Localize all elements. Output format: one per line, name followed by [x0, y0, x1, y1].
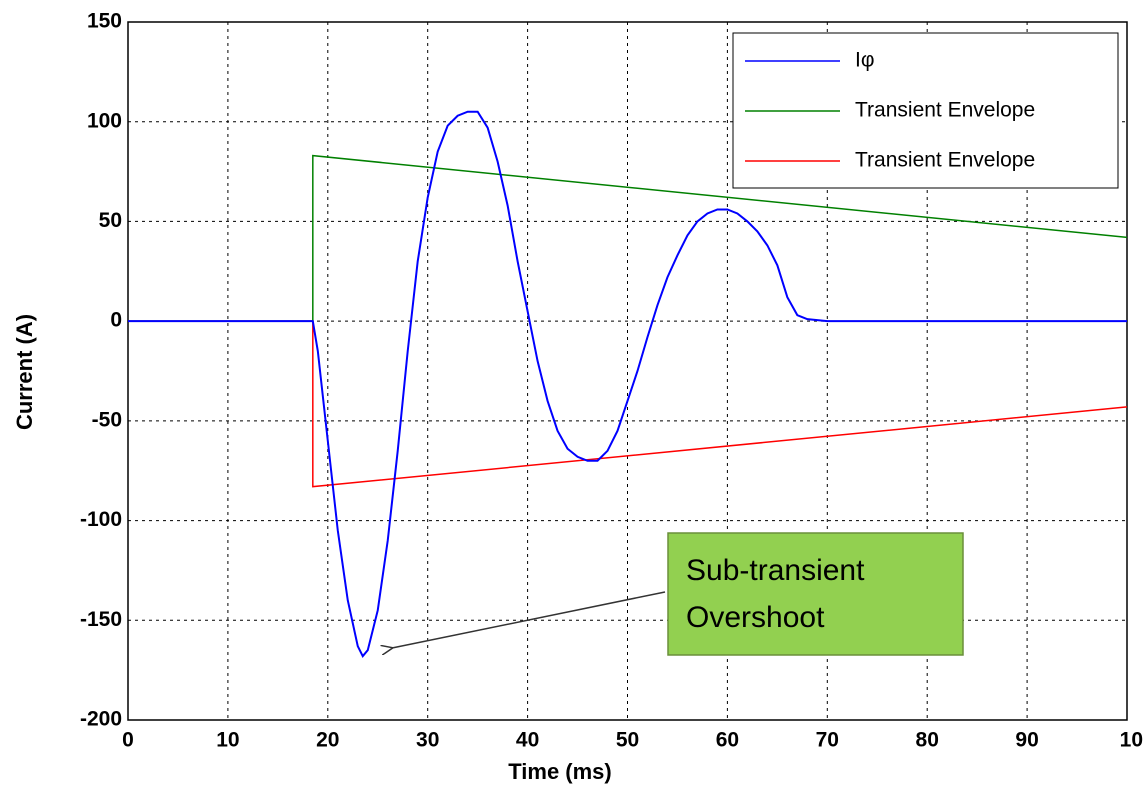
- legend-label: Transient Envelope: [855, 149, 1035, 172]
- x-axis-label: Time (ms): [508, 759, 612, 784]
- annotation-text: Overshoot: [686, 601, 825, 634]
- x-tick-label: 90: [1015, 729, 1038, 752]
- y-axis-label: Current (A): [12, 314, 37, 430]
- legend-label: Iφ: [855, 49, 874, 72]
- y-tick-label: -200: [80, 708, 122, 731]
- y-tick-label: 50: [99, 209, 122, 232]
- plot-area: -200 -150 -100 -50 0 50 100 150 0 10 20 30 40 50 60 70 8…: [80, 10, 1143, 752]
- y-tick-label: 0: [110, 309, 122, 332]
- x-tick-label: 40: [516, 729, 539, 752]
- x-tick-label: 70: [816, 729, 839, 752]
- x-tick-label: 10: [216, 729, 239, 752]
- annotation-box: [667, 532, 964, 656]
- x-tick-label: 60: [716, 729, 739, 752]
- x-tick-label: 20: [316, 729, 339, 752]
- y-tick-label: 100: [87, 109, 122, 132]
- x-tick-label: 80: [916, 729, 939, 752]
- x-tick-label: 30: [416, 729, 439, 752]
- x-tick-label: 10: [1120, 729, 1143, 752]
- x-tick-label: 0: [122, 729, 134, 752]
- plot-frame: [127, 21, 1128, 721]
- series-line: [128, 110, 1127, 658]
- legend-label: Transient Envelope: [855, 99, 1035, 122]
- annotation-arrow: [392, 591, 666, 648]
- x-tick-label: 50: [616, 729, 639, 752]
- y-tick-label: -100: [80, 508, 122, 531]
- y-tick-label: -50: [92, 408, 122, 431]
- y-tick-label: -150: [80, 608, 122, 631]
- y-tick-label: 150: [87, 10, 122, 33]
- annotation-text: Sub-transient: [686, 554, 865, 587]
